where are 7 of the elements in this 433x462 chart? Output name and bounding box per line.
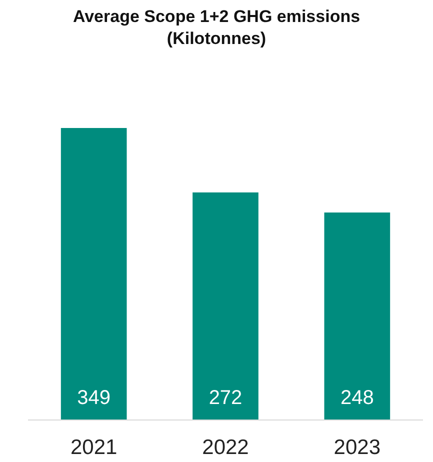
data-label: 272 [208, 387, 242, 409]
x-tick-label: 2022 [202, 436, 249, 459]
data-label: 248 [340, 387, 374, 409]
data-label: 349 [77, 387, 111, 409]
chart-title: Average Scope 1+2 GHG emissions (Kilotonnes) [72, 7, 360, 48]
x-tick-label: 2021 [70, 436, 118, 459]
x-tick-label: 2023 [334, 436, 381, 459]
